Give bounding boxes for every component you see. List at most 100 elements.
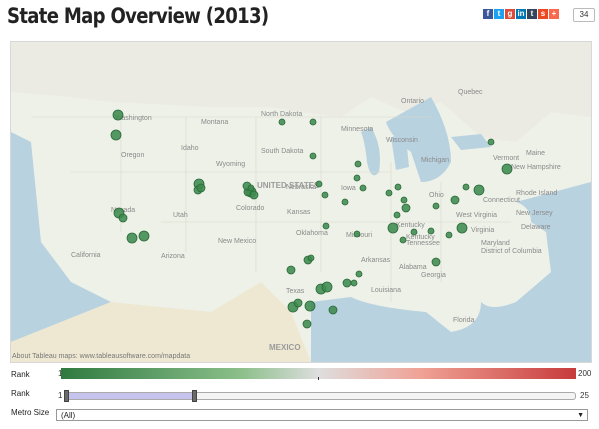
tumblr-icon[interactable]: t (527, 9, 537, 19)
metro-size-select[interactable]: (All) ▼ (56, 409, 588, 421)
metro-dot[interactable] (456, 222, 468, 234)
metro-dot[interactable] (321, 191, 329, 199)
share-count: 34 (573, 8, 595, 22)
label-kentucky: Kentucky (396, 222, 425, 229)
state-map[interactable]: Washington Oregon Montana North Dakota Minne… (10, 41, 592, 363)
metro-dot[interactable] (293, 298, 303, 308)
metro-dot[interactable] (138, 230, 150, 242)
metro-dot[interactable] (399, 236, 407, 244)
label-virginia: Virginia (471, 227, 495, 234)
metro-dot[interactable] (355, 270, 363, 278)
label-iowa: Iowa (341, 185, 356, 192)
metro-dot[interactable] (196, 183, 206, 193)
metro-dot[interactable] (302, 319, 312, 329)
label-minnesota: Minnesota (341, 126, 374, 133)
metro-dot[interactable] (342, 278, 352, 288)
metro-dot[interactable] (286, 265, 296, 275)
metro-dot[interactable] (359, 184, 367, 192)
label-new-jersey: New Jersey (516, 210, 553, 217)
linkedin-icon[interactable]: in (516, 9, 526, 19)
label-rhode-island: Rhode Island (516, 190, 558, 197)
metro-dot[interactable] (354, 160, 362, 168)
share-bar: f t g in t s + (483, 9, 559, 19)
metro-dot[interactable] (410, 228, 418, 236)
metro-dot[interactable] (309, 118, 317, 126)
metro-dots[interactable] (11, 42, 591, 362)
rank-filter-max: 25 (580, 391, 589, 400)
label-kansas: Kansas (287, 209, 311, 216)
metro-dot[interactable] (249, 190, 259, 200)
label-maine: Maine (526, 150, 546, 157)
label-tennessee: Tennessee (406, 240, 440, 247)
label-mexico: MEXICO (269, 343, 301, 352)
metro-dot[interactable] (278, 118, 286, 126)
label-texas: Texas (286, 288, 305, 295)
metro-dot[interactable] (353, 174, 361, 182)
metro-dot[interactable] (315, 180, 323, 188)
metro-dot[interactable] (473, 184, 485, 196)
metro-dot[interactable] (341, 198, 349, 206)
rank-slider[interactable] (66, 392, 576, 400)
rank-filter-label: Rank (11, 389, 30, 398)
metro-dot[interactable] (394, 183, 402, 191)
label-idaho: Idaho (181, 145, 199, 152)
label-connecticut: Connecticut (483, 197, 520, 204)
label-california: California (71, 252, 101, 259)
metro-dot[interactable] (307, 254, 315, 262)
metro-dot[interactable] (450, 195, 460, 205)
label-ontario: Ontario (401, 98, 424, 105)
legend-min: 1 (58, 369, 62, 378)
metro-dot[interactable] (393, 211, 401, 219)
rank-slider-high-handle[interactable] (191, 390, 197, 402)
metro-dot[interactable] (487, 138, 495, 146)
metro-dot[interactable] (501, 163, 513, 175)
label-georgia: Georgia (421, 272, 446, 279)
metro-dot[interactable] (427, 227, 435, 235)
metro-dot[interactable] (304, 300, 316, 312)
metro-dot[interactable] (431, 257, 441, 267)
label-michigan: Michigan (421, 157, 450, 164)
rank-slider-fill (67, 393, 195, 399)
metro-dot[interactable] (400, 196, 408, 204)
legend-max: 200 (578, 369, 592, 378)
label-dc: District of Columbia (481, 248, 542, 255)
label-washington: Washington (115, 115, 152, 122)
facebook-icon[interactable]: f (483, 9, 493, 19)
chevron-down-icon[interactable]: ▼ (577, 412, 584, 419)
metro-dot[interactable] (328, 305, 338, 315)
label-west-virginia: West Virginia (456, 212, 497, 219)
metro-dot[interactable] (387, 222, 399, 234)
label-nebraska: Nebraska (286, 184, 316, 191)
metro-dot[interactable] (321, 281, 333, 293)
metro-dot[interactable] (401, 203, 411, 213)
metro-dot[interactable] (112, 109, 124, 121)
metro-dot[interactable] (385, 189, 393, 197)
label-quebec: Quebec (458, 89, 483, 96)
label-arkansas: Arkansas (361, 257, 391, 264)
metro-dot[interactable] (247, 184, 255, 192)
metro-dot[interactable] (126, 232, 138, 244)
metro-dot[interactable] (322, 222, 330, 230)
label-vermont: Vermont (493, 155, 520, 162)
label-florida: Florida (453, 317, 475, 324)
map-attribution[interactable]: About Tableau maps: www.tableausoftware.… (12, 353, 191, 360)
metro-dot[interactable] (110, 129, 122, 141)
metro-dot[interactable] (350, 279, 358, 287)
metro-dot[interactable] (309, 152, 317, 160)
metro-dot[interactable] (462, 183, 470, 191)
metro-dot[interactable] (445, 231, 453, 239)
google-plus-icon[interactable]: g (505, 9, 515, 19)
metro-dot[interactable] (353, 230, 361, 238)
rank-slider-low-handle[interactable] (64, 390, 69, 402)
label-new-hampshire: New Hampshire (511, 164, 561, 171)
stumbleupon-icon[interactable]: s (538, 9, 548, 19)
label-kentucky2: Kentucky (406, 234, 435, 241)
metro-dot[interactable] (432, 202, 440, 210)
twitter-icon[interactable]: t (494, 9, 504, 19)
metro-dot[interactable] (118, 213, 128, 223)
addthis-icon[interactable]: + (549, 9, 559, 19)
label-north-dakota: North Dakota (261, 111, 303, 118)
metro-size-value: (All) (61, 411, 76, 420)
label-wyoming: Wyoming (216, 161, 246, 168)
label-new-mexico: New Mexico (218, 238, 257, 245)
